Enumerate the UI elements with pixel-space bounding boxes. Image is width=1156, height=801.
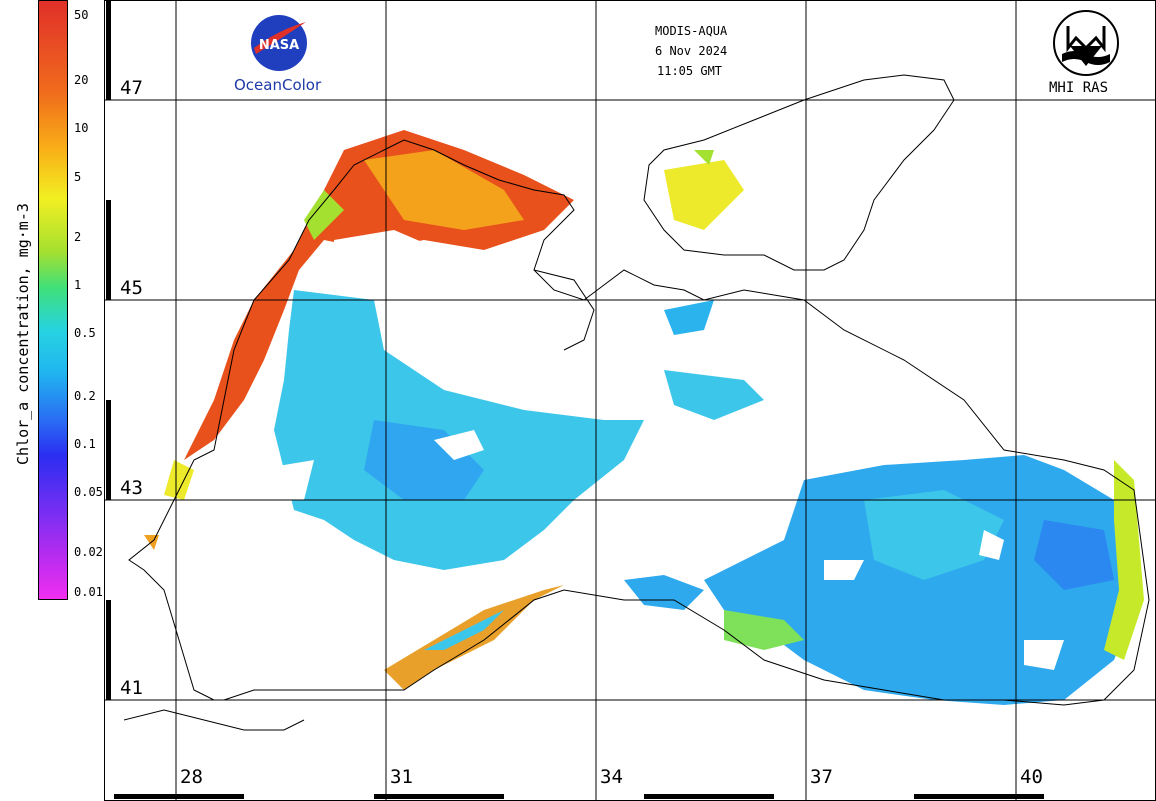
- ocean-color-label: OceanColor: [234, 76, 322, 94]
- longitude-label: 34: [598, 766, 625, 788]
- black-sea-map: [104, 0, 1156, 801]
- chlorophyll-colorbar: [38, 0, 68, 600]
- longitude-label: 28: [178, 766, 205, 788]
- scale-bar: [374, 794, 504, 799]
- latitude-label: 43: [118, 477, 145, 499]
- graticule: [104, 0, 1156, 801]
- scale-bar: [106, 600, 111, 700]
- scale-bar: [644, 794, 774, 799]
- colorbar-tick: 5: [74, 170, 82, 184]
- colorbar-tick: 0.02: [74, 545, 103, 559]
- colorbar-tick: 2: [74, 230, 82, 244]
- colorbar-tick: 0.2: [74, 389, 96, 403]
- coastline: [123, 74, 1150, 731]
- mhi-ras-logo: [1053, 10, 1119, 76]
- latitude-label: 47: [118, 77, 145, 99]
- scale-bar: [106, 200, 111, 300]
- colorbar-tick: 10: [74, 121, 89, 135]
- latitude-label: 41: [118, 677, 145, 699]
- chlorophyll-field: [144, 130, 1144, 705]
- scale-bar: [914, 794, 1044, 799]
- nasa-logo-text: NASA: [259, 38, 299, 53]
- cloud-gaps: [254, 230, 1064, 670]
- instrument-label: MODIS-AQUA: [655, 24, 728, 38]
- scale-bar: [106, 0, 111, 100]
- longitude-label: 31: [388, 766, 415, 788]
- colorbar-tick: 50: [74, 8, 89, 22]
- mhi-ras-label: MHI RAS: [1049, 80, 1109, 96]
- longitude-label: 40: [1018, 766, 1045, 788]
- date-label: 6 Nov 2024: [655, 44, 728, 58]
- longitude-label: 37: [808, 766, 835, 788]
- latitude-label: 45: [118, 277, 145, 299]
- colorbar-title: Chlor_a concentration, mg·m-3: [14, 203, 32, 465]
- time-label: 11:05 GMT: [657, 64, 723, 78]
- scale-bar: [106, 400, 111, 500]
- colorbar-tick: 0.01: [74, 585, 103, 599]
- colorbar-tick: 1: [74, 278, 82, 292]
- colorbar-tick: 0.05: [74, 485, 103, 499]
- colorbar-tick: 0.1: [74, 437, 96, 451]
- scale-bar: [114, 794, 244, 799]
- nasa-logo: NASA: [251, 15, 307, 71]
- colorbar-tick: 0.5: [74, 326, 96, 340]
- colorbar-tick: 20: [74, 73, 89, 87]
